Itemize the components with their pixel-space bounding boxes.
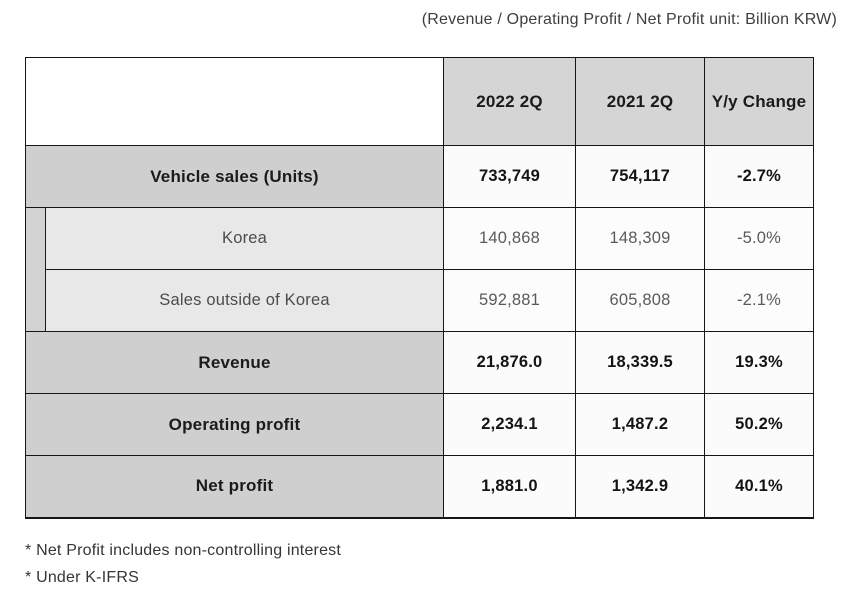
- footnote-net-profit: * Net Profit includes non-controlling in…: [25, 542, 342, 559]
- column-header-2022-2q: 2022 2Q: [443, 57, 576, 146]
- value-cell: 21,876.0: [443, 331, 576, 394]
- table-row-korea: Korea 140,868 148,309 -5.0%: [25, 207, 814, 332]
- value-cell: 605,808: [575, 269, 705, 332]
- value-cell: 754,117: [575, 145, 705, 208]
- value-cell: 148,309: [575, 207, 705, 270]
- quarterly-results-table: 2022 2Q 2021 2Q Y/y Change Vehicle sales (…: [25, 57, 814, 519]
- value-cell: 2,234.1: [443, 393, 576, 456]
- value-cell: -5.0%: [704, 207, 814, 270]
- sub-row-indent: [25, 207, 46, 332]
- value-cell: 733,749: [443, 145, 576, 208]
- column-header-2021-2q: 2021 2Q: [575, 57, 705, 146]
- value-cell: 140,868: [443, 207, 576, 270]
- table-row-revenue: Revenue 21,876.0 18,339.5 19.3%: [25, 331, 814, 394]
- row-label-net-profit: Net profit: [25, 455, 444, 519]
- unit-note: (Revenue / Operating Profit / Net Profit…: [421, 11, 837, 28]
- table-row-operating-profit: Operating profit 2,234.1 1,487.2 50.2%: [25, 393, 814, 456]
- value-cell: 1,487.2: [575, 393, 705, 456]
- table-row-sales-outside-of-korea: Sales outside of Korea 592,881 605,808 -2.1…: [26, 269, 814, 332]
- row-label-operating-profit: Operating profit: [25, 393, 444, 456]
- value-cell: 592,881: [443, 269, 576, 332]
- row-label-revenue: Revenue: [25, 331, 444, 394]
- table-row-vehicle-sales-units: Vehicle sales (Units) 733,749 754,117 -2.7%: [25, 145, 814, 208]
- value-cell: 18,339.5: [575, 331, 705, 394]
- table-row-net-profit: Net profit 1,881.0 1,342.9 40.1%: [25, 455, 814, 519]
- table-header-row: 2022 2Q 2021 2Q Y/y Change: [25, 57, 814, 146]
- value-cell: -2.7%: [704, 145, 814, 208]
- row-label-vehicle-sales-units: Vehicle sales (Units): [25, 145, 444, 208]
- footnote-k-ifrs: * Under K-IFRS: [25, 569, 139, 586]
- value-cell: 1,342.9: [575, 455, 705, 519]
- row-label-sales-outside-of-korea: Sales outside of Korea: [45, 269, 444, 332]
- column-header-y-y-change: Y/y Change: [704, 57, 814, 146]
- footnotes: * Net Profit includes non-controlling in…: [25, 537, 341, 591]
- header-spacer: [25, 57, 444, 146]
- value-cell: 19.3%: [704, 331, 814, 394]
- value-cell: 40.1%: [704, 455, 814, 519]
- value-cell: -2.1%: [704, 269, 814, 332]
- value-cell: 50.2%: [704, 393, 814, 456]
- row-label-korea: Korea: [45, 207, 444, 270]
- value-cell: 1,881.0: [443, 455, 576, 519]
